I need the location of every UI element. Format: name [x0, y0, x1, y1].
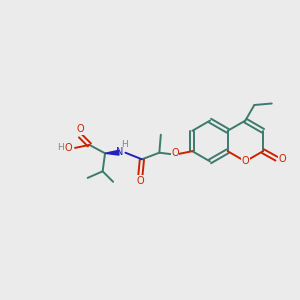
Text: H: H: [57, 143, 63, 152]
Polygon shape: [105, 150, 119, 155]
Text: O: O: [278, 154, 286, 164]
Text: H: H: [122, 140, 128, 149]
Text: N: N: [116, 147, 124, 157]
Text: O: O: [76, 124, 84, 134]
Text: O: O: [64, 143, 72, 153]
Text: O: O: [242, 156, 249, 167]
Text: O: O: [171, 148, 179, 158]
Text: O: O: [136, 176, 144, 186]
